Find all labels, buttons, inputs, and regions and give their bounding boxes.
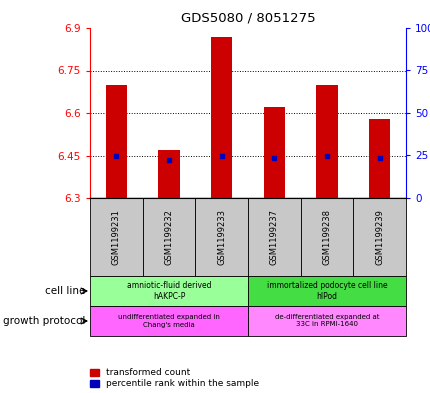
Text: undifferentiated expanded in
Chang's media: undifferentiated expanded in Chang's med…	[118, 314, 219, 327]
Bar	[247, 276, 405, 306]
Title: GDS5080 / 8051275: GDS5080 / 8051275	[180, 11, 315, 24]
Text: GSM1199237: GSM1199237	[269, 209, 278, 265]
Text: de-differentiated expanded at
33C in RPMI-1640: de-differentiated expanded at 33C in RPM…	[274, 314, 378, 327]
Text: immortalized podocyte cell line
hIPod: immortalized podocyte cell line hIPod	[266, 281, 387, 301]
Text: cell line: cell line	[45, 286, 86, 296]
Text: amniotic-fluid derived
hAKPC-P: amniotic-fluid derived hAKPC-P	[126, 281, 211, 301]
Bar	[90, 276, 247, 306]
Text: GSM1199239: GSM1199239	[374, 209, 383, 265]
Bar	[105, 84, 126, 198]
Bar	[211, 37, 232, 198]
Text: GSM1199232: GSM1199232	[164, 209, 173, 265]
Text: GSM1199231: GSM1199231	[111, 209, 120, 265]
Bar	[300, 198, 353, 276]
Text: growth protocol: growth protocol	[3, 316, 86, 326]
Bar	[90, 306, 247, 336]
Bar	[263, 107, 284, 198]
Bar	[247, 306, 405, 336]
Bar	[142, 198, 195, 276]
Bar	[368, 119, 389, 198]
Bar	[247, 198, 300, 276]
Bar	[158, 150, 179, 198]
Text: GSM1199238: GSM1199238	[322, 209, 331, 265]
Bar	[90, 198, 142, 276]
Legend: transformed count, percentile rank within the sample: transformed count, percentile rank withi…	[90, 368, 259, 389]
Text: GSM1199233: GSM1199233	[217, 209, 226, 265]
Bar	[195, 198, 247, 276]
Bar	[353, 198, 405, 276]
Bar	[316, 84, 337, 198]
